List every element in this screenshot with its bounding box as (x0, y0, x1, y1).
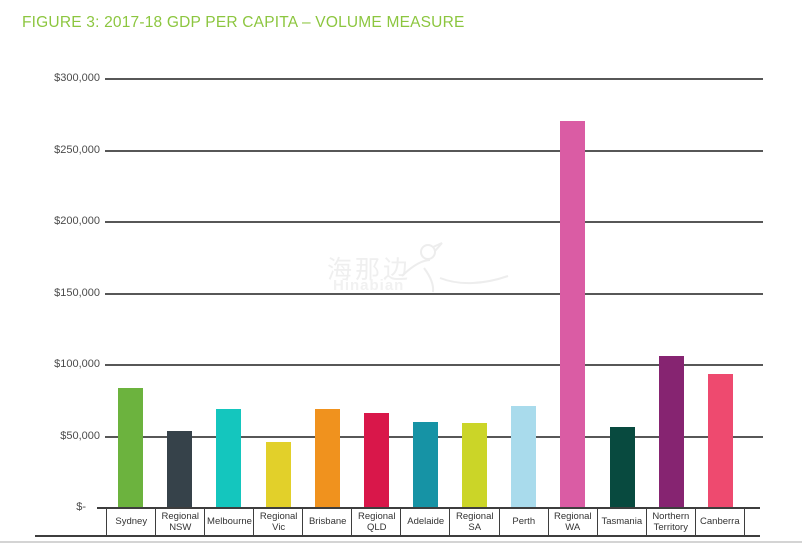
x-axis-label: Adelaide (400, 508, 451, 537)
bar-slot (696, 0, 745, 508)
x-axis-label: Brisbane (302, 508, 353, 537)
y-axis-tick-label: $250,000 (54, 143, 100, 156)
bar-slot (303, 0, 352, 508)
bar-slot (598, 0, 647, 508)
bar-regional-sa (462, 422, 488, 508)
gridline (105, 292, 763, 295)
gridline (105, 149, 763, 152)
bar-slot (450, 0, 499, 508)
bar-northern-territory (658, 356, 684, 508)
x-axis-label: Regional QLD (351, 508, 402, 537)
bar-canberra (707, 373, 733, 508)
bar-melbourne (216, 409, 242, 508)
bar-regional-nsw (167, 430, 193, 508)
figure-title: FIGURE 3: 2017-18 GDP PER CAPITA – VOLUM… (22, 14, 465, 31)
x-axis-label: Northern Territory (645, 508, 697, 537)
x-axis-label: Regional WA (547, 508, 599, 537)
x-axis-label: Canberra (694, 508, 746, 537)
bar-slot (204, 0, 253, 508)
x-axis-label: Regional NSW (155, 508, 206, 537)
y-axis-tick-label: $100,000 (54, 358, 100, 370)
bar-slot (106, 0, 155, 508)
bar-regional-vic (265, 441, 291, 508)
y-axis-tick-label: $50,000 (60, 429, 100, 442)
bar-perth (511, 405, 537, 508)
x-axis-label: Tasmania (596, 508, 648, 537)
gridline (105, 221, 763, 223)
axis-bottom-rule (35, 535, 760, 537)
bar-slot (548, 0, 597, 508)
y-axis-tick-label: $300,000 (54, 72, 100, 84)
y-axis-tick-label: $150,000 (54, 286, 100, 299)
bar-slot (253, 0, 302, 508)
bar-tasmania (609, 426, 635, 508)
x-axis-label: Melbourne (204, 508, 255, 537)
x-axis-label: Regional SA (449, 508, 500, 537)
bar-adelaide (413, 421, 439, 508)
bar-regional-wa (560, 120, 586, 508)
bar-slot (155, 0, 204, 508)
bar-brisbane (314, 409, 340, 508)
gridline (105, 78, 763, 80)
x-axis-label: Perth (498, 508, 550, 537)
watermark-bird-icon (401, 242, 509, 293)
y-axis: $300,000 $250,000 $200,000 $150,000 $100,000… (0, 0, 100, 544)
bar-slot (401, 0, 450, 508)
bar-slot (647, 0, 696, 508)
bar-slot (499, 0, 548, 508)
x-axis-labels: Sydney Regional NSW Melbourne Regional Vic B… (106, 508, 746, 537)
y-axis-tick-label: $- (76, 501, 86, 513)
x-axis-label: Sydney (106, 508, 157, 537)
page-edge-line (0, 541, 802, 543)
bars (106, 0, 745, 508)
bar-regional-qld (363, 412, 389, 508)
bar-sydney (118, 387, 144, 508)
bar-slot (352, 0, 401, 508)
x-axis-label: Regional Vic (253, 508, 304, 537)
gridline (105, 364, 763, 366)
y-axis-tick-label: $200,000 (54, 215, 100, 227)
